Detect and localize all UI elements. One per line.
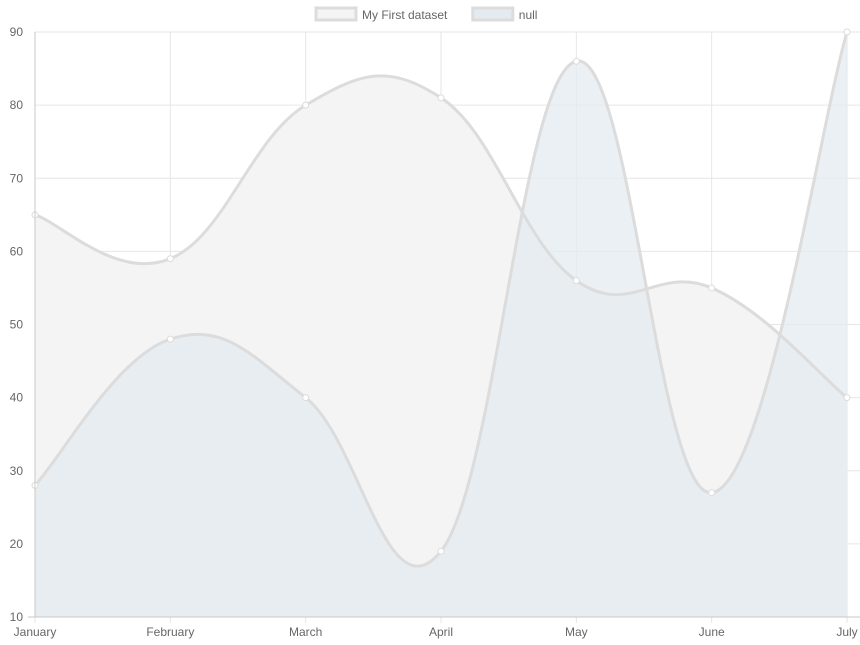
x-tick-label: February [146,625,194,639]
y-tick-label: 50 [10,318,24,332]
series-areas [35,32,847,618]
y-tick-label: 80 [10,98,24,112]
x-tick-label: July [836,625,857,639]
legend-swatch[interactable] [471,6,515,22]
y-tick-label: 40 [10,391,24,405]
data-point[interactable] [572,57,580,65]
data-point[interactable] [166,335,174,343]
y-tick-label: 10 [10,610,24,624]
legend-label[interactable]: My First dataset [362,8,448,22]
x-tick-label: June [699,625,725,639]
axes: 10 20 30 40 50 60 70 80 90 January February March Ap… [10,25,860,639]
data-point[interactable] [302,394,310,402]
data-point[interactable] [572,277,580,285]
y-tick-label: 20 [10,537,24,551]
legend-label[interactable]: null [519,8,538,22]
data-point[interactable] [437,547,445,555]
series-line-1 [33,31,849,568]
data-point[interactable] [843,28,851,36]
x-tick-label: May [565,625,588,639]
legend-swatch[interactable] [314,6,358,22]
data-point[interactable] [843,394,851,402]
y-tick-label: 60 [10,244,24,258]
y-tick-label: 90 [10,25,24,39]
series-area-1 [35,32,847,617]
data-point[interactable] [708,284,716,292]
data-point[interactable] [166,255,174,263]
data-point[interactable] [437,94,445,102]
data-point[interactable] [708,489,716,497]
data-point[interactable] [302,101,310,109]
y-tick-label: 30 [10,464,24,478]
legend: My First dataset null [314,6,538,22]
x-tick-label: March [289,625,322,639]
x-tick-label: January [14,625,57,639]
y-tick-label: 70 [10,171,24,185]
x-tick-label: April [429,625,453,639]
